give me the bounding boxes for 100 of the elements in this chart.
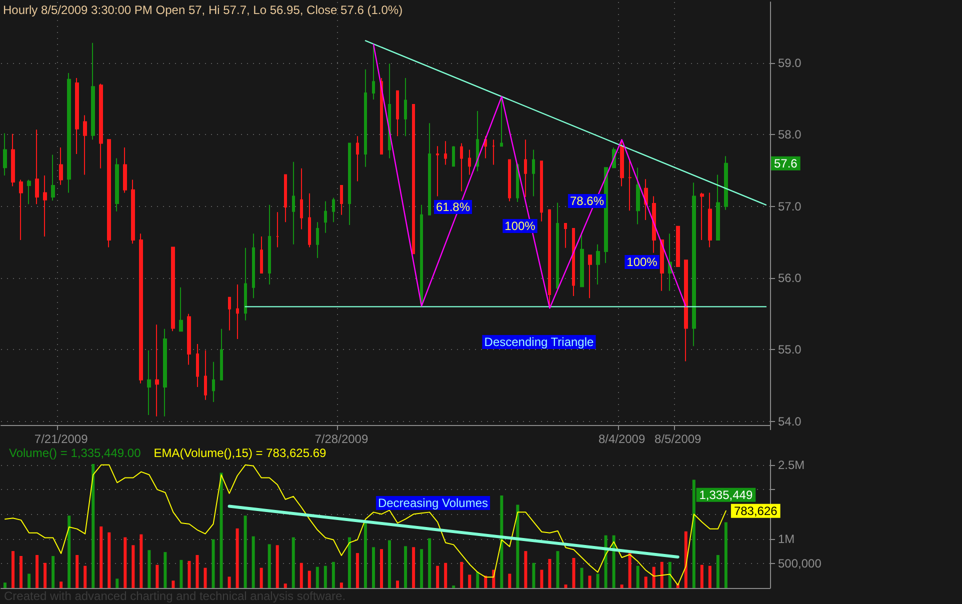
bar xyxy=(52,556,55,588)
candlestick xyxy=(11,133,15,187)
candlestick xyxy=(452,146,455,167)
candlestick xyxy=(644,178,648,220)
candlestick xyxy=(107,139,111,248)
candlestick xyxy=(75,77,79,154)
candlestick xyxy=(19,179,23,241)
bar xyxy=(204,568,207,588)
candlestick xyxy=(724,156,728,210)
candlestick xyxy=(468,149,471,176)
bar xyxy=(156,564,159,588)
bar xyxy=(116,578,119,588)
candlestick xyxy=(284,174,287,223)
candlestick xyxy=(220,328,223,380)
candlestick xyxy=(3,132,7,176)
bar xyxy=(356,553,359,588)
bar xyxy=(316,566,319,588)
candlestick xyxy=(300,168,303,230)
candlestick xyxy=(276,212,279,248)
annotation: 78.6% xyxy=(570,194,604,208)
bar xyxy=(372,547,375,588)
candlestick xyxy=(51,154,55,202)
bar xyxy=(708,566,712,588)
bar xyxy=(92,464,95,588)
candlestick xyxy=(228,296,231,331)
candlestick xyxy=(676,226,680,268)
bar xyxy=(572,558,576,588)
bar xyxy=(68,516,71,588)
bar xyxy=(188,560,191,588)
bar xyxy=(468,574,472,588)
bar xyxy=(444,562,448,588)
x-tick-label: 7/21/2009 xyxy=(34,432,88,446)
bar xyxy=(716,555,720,588)
bar xyxy=(484,576,488,588)
bar xyxy=(4,582,7,588)
candlestick xyxy=(636,167,640,225)
candlestick xyxy=(316,222,319,258)
candlestick xyxy=(292,161,295,245)
candlestick xyxy=(171,246,175,332)
bar xyxy=(196,555,199,588)
candlestick xyxy=(708,192,712,248)
candlestick xyxy=(139,233,143,384)
bar xyxy=(596,574,600,588)
bar xyxy=(476,572,480,588)
bar xyxy=(252,536,255,588)
bar xyxy=(620,584,624,588)
candlestick xyxy=(532,149,535,197)
bar xyxy=(212,539,215,588)
candlestick xyxy=(324,200,327,234)
candlestick xyxy=(83,114,87,176)
candlestick xyxy=(524,139,527,198)
candlestick xyxy=(147,350,151,416)
bar xyxy=(268,544,271,588)
y-tick-label: 500,000 xyxy=(778,556,822,570)
candlestick xyxy=(252,233,255,299)
bar xyxy=(180,560,183,588)
bar xyxy=(260,568,263,588)
bar xyxy=(36,555,39,588)
candlestick xyxy=(564,223,567,248)
candlestick xyxy=(155,324,159,417)
bar xyxy=(276,545,279,588)
bar xyxy=(12,551,15,588)
candlestick xyxy=(620,139,624,187)
bar xyxy=(532,562,536,588)
candlestick xyxy=(187,313,191,366)
candlestick xyxy=(540,160,543,222)
candlestick xyxy=(340,185,343,216)
candlestick xyxy=(404,77,407,137)
candlestick xyxy=(692,182,696,347)
bar xyxy=(660,562,664,588)
candlestick xyxy=(556,202,559,290)
bar xyxy=(500,495,504,588)
candlestick xyxy=(204,350,207,400)
annotation: 100% xyxy=(626,255,658,269)
series-label: Volume() = 1,335,449.00 xyxy=(9,446,142,460)
candlestick xyxy=(35,129,39,205)
candlestick xyxy=(196,343,199,388)
candlestick xyxy=(476,110,479,172)
candlestick xyxy=(212,361,215,403)
x-tick-label: 8/4/2009 xyxy=(598,432,646,446)
candlestick xyxy=(492,139,495,166)
bar xyxy=(516,504,520,588)
bar xyxy=(588,576,592,588)
bar xyxy=(668,562,672,588)
candlestick xyxy=(396,90,399,137)
bar xyxy=(140,534,143,588)
bar xyxy=(60,582,63,588)
candlestick xyxy=(596,244,600,285)
bar xyxy=(124,537,127,588)
y-tick-label: 58.0 xyxy=(778,128,802,142)
candlestick xyxy=(91,42,95,140)
bar xyxy=(20,556,23,588)
candlestick xyxy=(380,77,383,154)
bar xyxy=(396,580,400,588)
candlestick xyxy=(356,136,359,182)
bar xyxy=(508,574,512,588)
bar xyxy=(300,562,303,588)
candlestick xyxy=(700,192,704,241)
candlestick xyxy=(372,44,375,100)
candlestick xyxy=(580,232,584,288)
